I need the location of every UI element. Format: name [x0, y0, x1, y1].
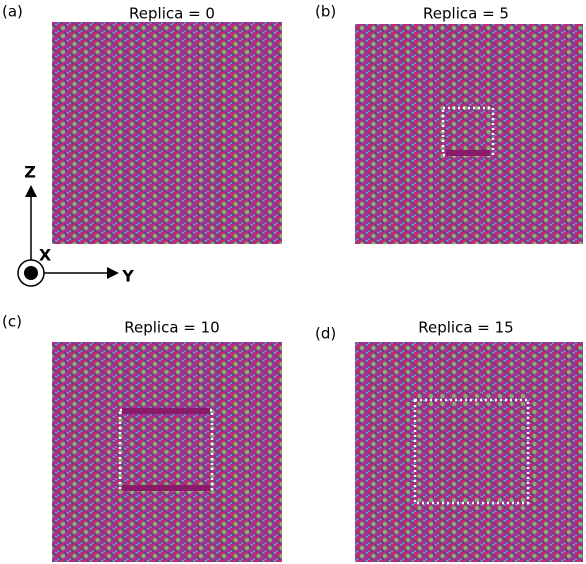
- panel-label: (c): [2, 313, 22, 331]
- defect-row: [446, 150, 490, 156]
- panel-title: Replica = 10: [124, 319, 219, 337]
- lattice: [52, 22, 282, 244]
- figure: (a) Replica = 0 (b) Replica = 5 (c) Repl…: [0, 0, 586, 564]
- lattice: [355, 24, 583, 244]
- lattice: [355, 342, 583, 562]
- lattice: [52, 342, 282, 562]
- panel-title: Replica = 15: [418, 319, 513, 337]
- defect-row: [122, 408, 210, 414]
- x-dot: [24, 266, 38, 280]
- x-label: X: [39, 246, 52, 265]
- y-label: Y: [121, 267, 134, 286]
- panel-title: Replica = 5: [423, 5, 509, 23]
- panel-label: (b): [315, 3, 336, 21]
- panel-title: Replica = 0: [129, 5, 215, 23]
- defect-row: [122, 485, 210, 491]
- panel-label: (d): [315, 325, 336, 343]
- z-label: Z: [24, 163, 36, 182]
- panel-label: (a): [2, 3, 23, 21]
